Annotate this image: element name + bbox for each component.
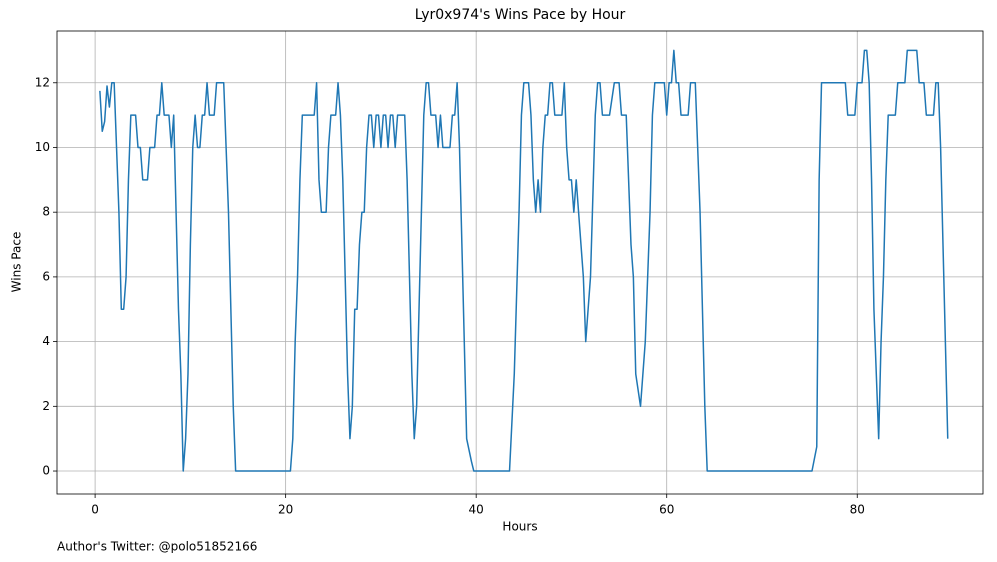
data-layer [99,49,949,472]
chart-title: Lyr0x974's Wins Pace by Hour [415,7,626,23]
x-tick-label: 20 [278,503,293,517]
x-axis-label: Hours [502,520,537,534]
y-tick-label: 8 [42,205,50,219]
x-tick-label: 80 [850,503,865,517]
x-tick-label: 0 [91,503,99,517]
y-tick-label: 2 [42,399,50,413]
y-tick-label: 0 [42,464,50,478]
plot-area [57,31,983,494]
y-tick-label: 10 [35,140,50,154]
x-tick-label: 60 [659,503,674,517]
y-tick-label: 6 [42,269,50,283]
data-line [99,49,949,472]
footnote: Author's Twitter: @polo51852166 [57,540,257,554]
y-axis-label: Wins Pace [10,232,24,293]
y-tick-label: 4 [42,334,50,348]
grid-layer [57,31,983,494]
x-tick-label: 40 [469,503,484,517]
plot-frame [56,30,984,495]
y-tick-label: 12 [35,75,50,89]
